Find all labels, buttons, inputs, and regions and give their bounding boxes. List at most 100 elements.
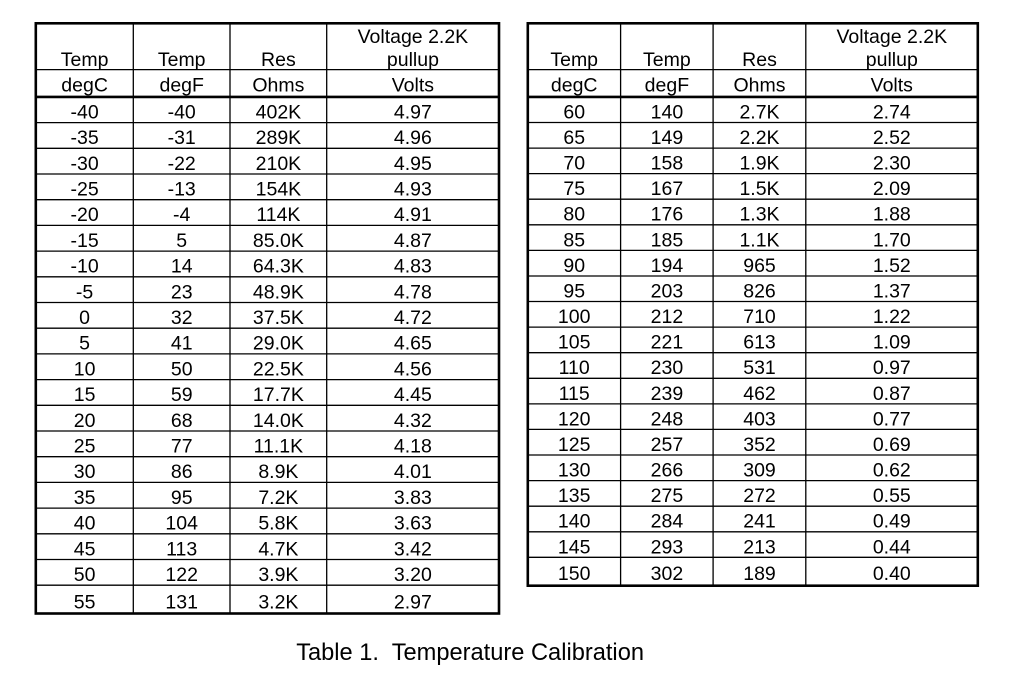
svg-text:120: 120 [558, 408, 591, 430]
svg-text:pullup: pullup [866, 49, 918, 71]
svg-text:68: 68 [171, 410, 193, 432]
svg-text:-31: -31 [168, 127, 196, 149]
svg-text:41: 41 [171, 333, 193, 355]
svg-text:272: 272 [743, 485, 776, 507]
svg-text:149: 149 [651, 127, 684, 149]
svg-text:167: 167 [651, 178, 684, 200]
svg-text:3.83: 3.83 [394, 487, 432, 509]
svg-text:-15: -15 [71, 230, 99, 252]
svg-text:11.1K: 11.1K [254, 436, 304, 458]
svg-text:30: 30 [74, 461, 96, 483]
svg-text:203: 203 [651, 281, 684, 303]
svg-text:2.7K: 2.7K [739, 101, 779, 123]
svg-text:4.87: 4.87 [394, 230, 432, 252]
svg-text:105: 105 [558, 332, 591, 354]
svg-text:Voltage 2.2K: Voltage 2.2K [358, 26, 469, 48]
svg-text:230: 230 [651, 357, 684, 379]
svg-text:293: 293 [651, 536, 684, 558]
svg-text:210K: 210K [256, 153, 302, 175]
svg-text:-25: -25 [71, 179, 99, 201]
svg-text:-22: -22 [168, 153, 196, 175]
svg-text:122: 122 [165, 564, 198, 586]
svg-text:965: 965 [743, 255, 776, 277]
svg-text:Voltage 2.2K: Voltage 2.2K [837, 26, 948, 48]
svg-text:0.40: 0.40 [873, 563, 911, 585]
svg-text:0.44: 0.44 [873, 536, 911, 558]
svg-text:Ohms: Ohms [733, 74, 785, 96]
svg-text:302: 302 [651, 563, 684, 585]
svg-text:Volts: Volts [871, 74, 914, 96]
svg-text:221: 221 [651, 332, 684, 354]
svg-text:100: 100 [558, 306, 591, 328]
svg-text:95: 95 [171, 487, 193, 509]
svg-text:239: 239 [651, 383, 684, 405]
svg-text:85.0K: 85.0K [253, 230, 304, 252]
svg-text:213: 213 [743, 536, 776, 558]
svg-text:4.78: 4.78 [394, 281, 432, 303]
svg-text:0.62: 0.62 [873, 460, 911, 482]
svg-text:2.09: 2.09 [873, 178, 911, 200]
svg-text:1.88: 1.88 [873, 204, 911, 226]
svg-text:-13: -13 [168, 179, 196, 201]
svg-text:-20: -20 [71, 204, 99, 226]
svg-text:194: 194 [651, 255, 684, 277]
svg-text:826: 826 [743, 281, 776, 303]
svg-text:257: 257 [651, 434, 684, 456]
svg-text:10: 10 [74, 358, 96, 380]
svg-text:4.65: 4.65 [394, 333, 432, 355]
svg-text:55: 55 [74, 592, 96, 614]
svg-text:1.70: 1.70 [873, 229, 911, 251]
svg-text:158: 158 [651, 153, 684, 175]
svg-text:275: 275 [651, 485, 684, 507]
svg-text:Temp: Temp [61, 49, 109, 71]
svg-text:154K: 154K [256, 179, 302, 201]
svg-text:4.96: 4.96 [394, 127, 432, 149]
svg-text:2.30: 2.30 [873, 153, 911, 175]
svg-text:32: 32 [171, 307, 193, 329]
svg-text:5: 5 [176, 230, 187, 252]
svg-text:40: 40 [74, 513, 96, 535]
svg-text:4.56: 4.56 [394, 358, 432, 380]
svg-text:86: 86 [171, 461, 193, 483]
svg-text:37.5K: 37.5K [253, 307, 304, 329]
svg-text:35: 35 [74, 487, 96, 509]
svg-text:22.5K: 22.5K [253, 358, 304, 380]
svg-text:75: 75 [563, 178, 585, 200]
svg-text:90: 90 [563, 255, 585, 277]
svg-text:289K: 289K [256, 127, 302, 149]
svg-text:-4: -4 [173, 204, 190, 226]
svg-text:50: 50 [171, 358, 193, 380]
svg-text:3.42: 3.42 [394, 538, 432, 560]
svg-text:degF: degF [159, 74, 204, 96]
svg-text:145: 145 [558, 536, 591, 558]
svg-text:degC: degC [551, 74, 598, 96]
svg-text:1.22: 1.22 [873, 306, 911, 328]
svg-text:140: 140 [651, 101, 684, 123]
svg-text:185: 185 [651, 229, 684, 251]
svg-text:Res: Res [261, 49, 296, 71]
svg-text:241: 241 [743, 511, 776, 533]
svg-text:212: 212 [651, 306, 684, 328]
svg-text:531: 531 [743, 357, 776, 379]
svg-text:115: 115 [559, 383, 590, 405]
svg-text:-10: -10 [71, 256, 99, 278]
svg-text:3.2K: 3.2K [258, 592, 298, 614]
svg-text:29.0K: 29.0K [253, 333, 304, 355]
svg-text:-30: -30 [71, 153, 99, 175]
svg-text:4.7K: 4.7K [258, 538, 298, 560]
svg-text:402K: 402K [256, 101, 302, 123]
svg-text:352: 352 [743, 434, 776, 456]
svg-text:104: 104 [165, 513, 198, 535]
svg-text:4.01: 4.01 [394, 461, 432, 483]
svg-text:613: 613 [743, 332, 776, 354]
svg-text:1.3K: 1.3K [739, 204, 779, 226]
svg-text:140: 140 [558, 511, 591, 533]
svg-text:25: 25 [74, 436, 96, 458]
svg-text:4.18: 4.18 [394, 436, 432, 458]
svg-text:0.87: 0.87 [873, 383, 911, 405]
svg-text:4.83: 4.83 [394, 256, 432, 278]
svg-text:59: 59 [171, 384, 193, 406]
svg-text:176: 176 [651, 204, 684, 226]
svg-text:3.63: 3.63 [394, 513, 432, 535]
svg-text:403: 403 [743, 408, 776, 430]
